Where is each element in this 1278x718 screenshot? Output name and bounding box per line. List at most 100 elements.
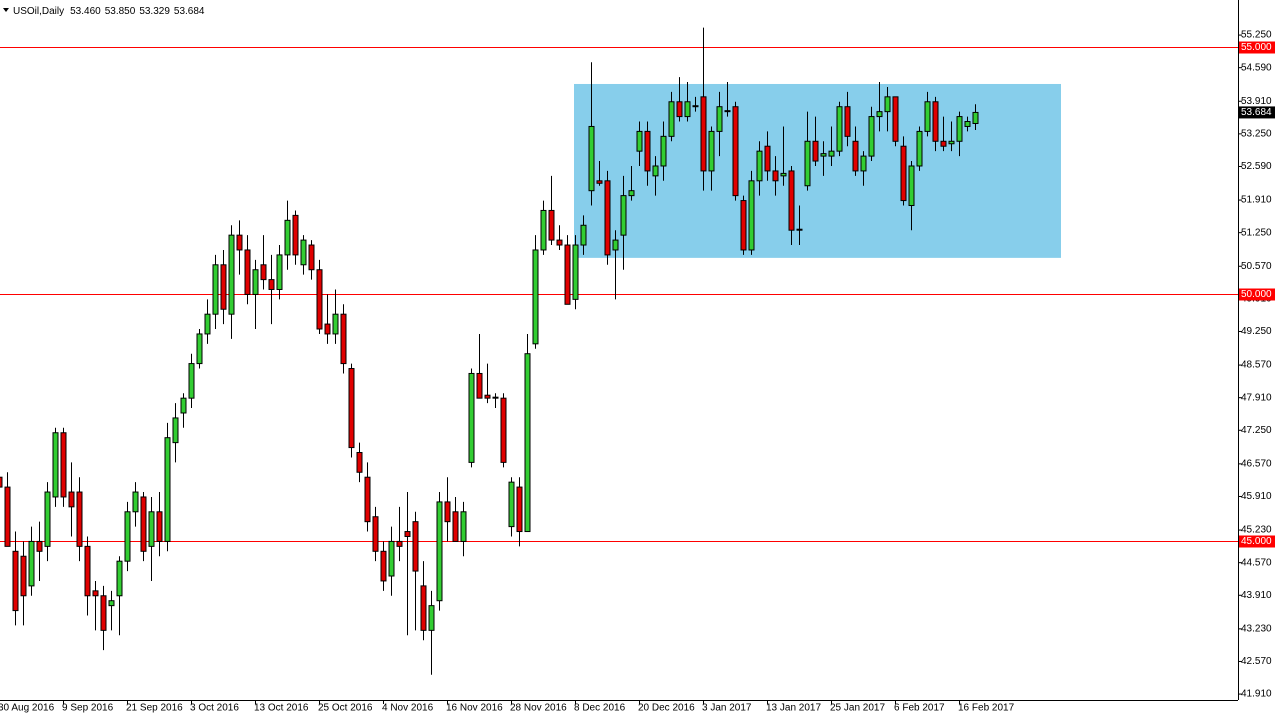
x-tick-label: 28 Nov 2016	[510, 703, 567, 714]
candle-body	[756, 150, 763, 182]
y-tick-label: 48.570	[1241, 360, 1272, 371]
chart-title: USOil,Daily	[13, 6, 64, 17]
candle-body	[884, 96, 891, 113]
x-tick-label: 3 Jan 2017	[702, 703, 752, 714]
candle-body	[628, 190, 635, 197]
candle-body	[764, 145, 771, 172]
candle-body	[52, 432, 59, 498]
candle-body	[148, 511, 155, 547]
candle-body	[772, 170, 779, 182]
candle-body	[164, 437, 171, 542]
candle-body	[804, 140, 811, 187]
candle-body	[76, 491, 83, 547]
candle-body	[540, 209, 547, 251]
candle-body	[140, 496, 147, 552]
candle-body	[356, 452, 363, 473]
candle-body	[60, 432, 67, 498]
candle-body	[492, 396, 499, 399]
candle-body	[508, 481, 515, 528]
y-tick-label: 47.910	[1241, 392, 1272, 403]
y-tick-label: 42.570	[1241, 656, 1272, 667]
candle-body	[372, 516, 379, 552]
y-tick-label: 43.910	[1241, 590, 1272, 601]
candle-body	[188, 363, 195, 399]
y-tick-label: 49.250	[1241, 326, 1272, 337]
candle-body	[644, 130, 651, 172]
candle-body	[892, 96, 899, 142]
candle-body	[380, 550, 387, 582]
y-tick-label: 47.250	[1241, 425, 1272, 436]
candle-body	[820, 153, 827, 157]
candle-body	[844, 106, 851, 137]
x-tick-label: 25 Jan 2017	[830, 703, 885, 714]
candle-body	[700, 96, 707, 172]
candle-body	[436, 501, 443, 602]
candle-body	[0, 476, 3, 488]
candle-body	[828, 150, 835, 157]
x-tick-label: 6 Feb 2017	[894, 703, 945, 714]
ohlc-label: 53.684	[174, 6, 205, 17]
candle-body	[972, 111, 979, 125]
candle-body	[900, 145, 907, 202]
candle-body	[172, 417, 179, 444]
candle-body	[28, 540, 35, 587]
candle-body	[340, 313, 347, 365]
candle-body	[204, 313, 211, 335]
candle-body	[228, 234, 235, 315]
candle-body	[780, 172, 787, 177]
candle-body	[92, 590, 99, 597]
candle-body	[260, 264, 267, 281]
candle-body	[692, 105, 699, 108]
candle-body	[388, 540, 395, 577]
y-tick-label: 55.250	[1241, 30, 1272, 41]
y-tick-label: 46.570	[1241, 459, 1272, 470]
x-tick-label: 25 Oct 2016	[318, 703, 373, 714]
candle-body	[516, 486, 523, 533]
level-label: 45.000	[1241, 536, 1272, 547]
candle-body	[684, 101, 691, 118]
candle-body	[156, 511, 163, 542]
candle-body	[404, 531, 411, 537]
candle-body	[196, 333, 203, 365]
candle-body	[652, 165, 659, 177]
candle-body	[292, 214, 299, 256]
candle-body	[860, 155, 867, 172]
y-tick-label: 53.910	[1241, 96, 1272, 107]
candle-body	[716, 106, 723, 132]
candle-body	[620, 195, 627, 236]
candle-body	[724, 110, 731, 113]
x-tick-label: 13 Jan 2017	[766, 703, 821, 714]
x-tick-label: 3 Oct 2016	[190, 703, 239, 714]
candle-body	[660, 135, 667, 167]
candle-body	[956, 116, 963, 142]
candle-body	[300, 239, 307, 266]
ohlc-label: 53.850	[105, 6, 136, 17]
menu-triangle[interactable]	[3, 8, 9, 12]
candle-body	[420, 585, 427, 631]
level-label-box	[1239, 288, 1275, 301]
candle-body	[452, 511, 459, 542]
candle-body	[284, 219, 291, 256]
candle-body	[836, 106, 843, 152]
candle-body	[268, 279, 275, 290]
candle-body	[12, 550, 19, 612]
candle-body	[924, 101, 931, 132]
y-tick-label: 45.230	[1241, 525, 1272, 536]
candle-body	[68, 491, 75, 508]
candle-body	[932, 101, 939, 142]
candle-body	[468, 372, 475, 463]
ohlc-label: 53.329	[139, 6, 170, 17]
candle-body	[20, 555, 27, 597]
chart-header: USOil,Daily 53.460 53.850 53.329 53.684	[13, 6, 205, 17]
candle-body	[876, 111, 883, 118]
y-tick-label: 52.590	[1241, 161, 1272, 172]
candle-body	[916, 130, 923, 167]
level-label: 50.000	[1241, 289, 1272, 300]
candle-body	[572, 244, 579, 300]
candle-body	[796, 228, 803, 231]
candle-body	[596, 180, 603, 184]
candle-body	[964, 121, 971, 127]
x-tick-label: 4 Nov 2016	[382, 703, 434, 714]
candle-body	[364, 476, 371, 523]
